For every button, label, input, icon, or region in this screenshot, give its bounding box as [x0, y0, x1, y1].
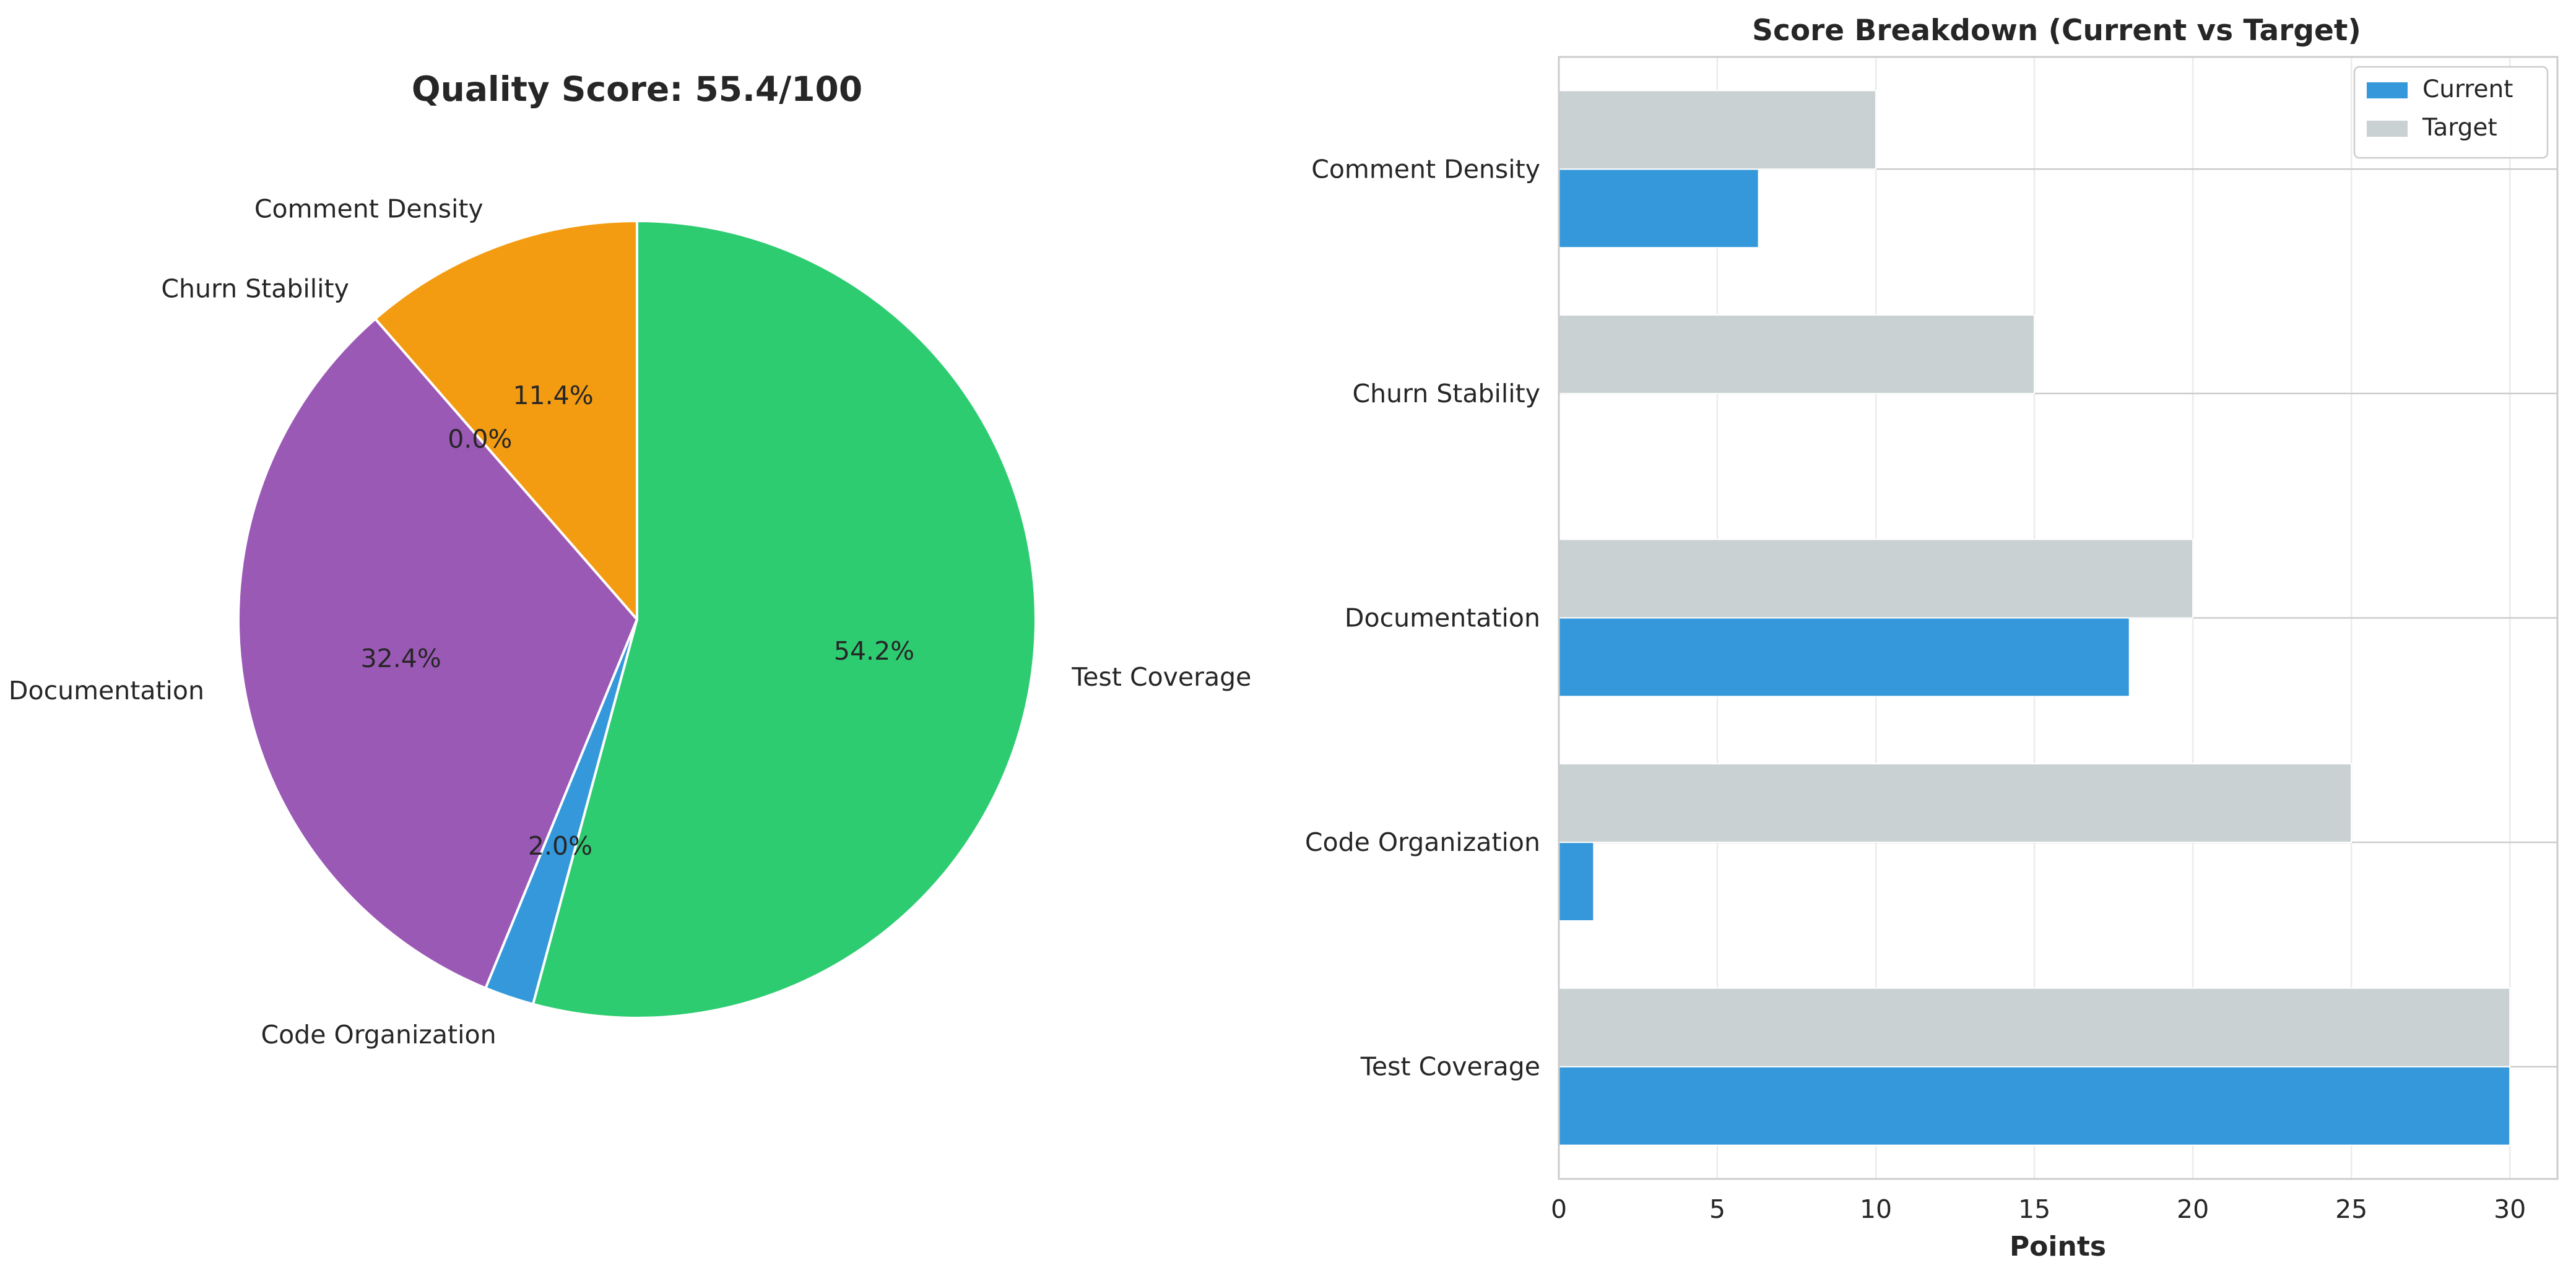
bar-current-comment-density — [1558, 168, 1759, 249]
pie-slices — [236, 220, 1037, 1019]
x-tick-label-0: 0 — [1551, 1194, 1567, 1224]
bar-target-documentation — [1558, 538, 2194, 619]
bar-bars — [1558, 90, 2511, 1146]
x-tick-label-15: 15 — [2018, 1194, 2050, 1224]
x-tick-label-5: 5 — [1709, 1194, 1725, 1224]
x-tick-label-25: 25 — [2335, 1194, 2367, 1224]
category-label-code-organization: Code Organization — [1305, 827, 1540, 857]
bar-chart: Score Breakdown (Current vs Target) 0 5 10… — [1305, 14, 2559, 1262]
pie-chart: Quality Score: 55.4/100 Comment Density 1… — [9, 69, 1251, 1050]
pie-title: Quality Score: 55.4/100 — [412, 69, 862, 109]
x-tick-label-10: 10 — [1860, 1194, 1892, 1224]
pie-labels: Comment Density 11.4% Churn Stability 0.0% D… — [9, 194, 1251, 1050]
pie-label-documentation: Documentation — [9, 676, 204, 705]
legend-label-current: Current — [2422, 75, 2513, 103]
pie-label-churn-stability: Churn Stability — [161, 274, 349, 304]
bar-x-tick-labels: 0 5 10 15 20 25 30 — [1551, 1194, 2526, 1224]
x-tick-label-30: 30 — [2494, 1194, 2526, 1224]
pie-pct-comment-density: 11.4% — [513, 381, 593, 410]
category-label-test-coverage: Test Coverage — [1360, 1052, 1540, 1082]
pie-slice-documentation — [236, 317, 638, 990]
pie-pct-test-coverage: 54.2% — [834, 636, 914, 666]
legend-swatch-target — [2367, 121, 2408, 137]
pie-slice-test-coverage — [532, 220, 1037, 1019]
bar-legend: Current Target — [2353, 66, 2549, 159]
bar-current-test-coverage — [1558, 1066, 2511, 1146]
bar-title: Score Breakdown (Current vs Target) — [1752, 14, 2361, 48]
bar-current-documentation — [1558, 617, 2130, 697]
bar-target-churn-stability — [1558, 314, 2036, 394]
pie-pct-code-organization: 2.0% — [528, 831, 592, 861]
x-tick-label-20: 20 — [2177, 1194, 2209, 1224]
bar-target-code-organization — [1558, 763, 2353, 843]
bar-category-labels: Test Coverage Code Organization Documentat… — [1305, 154, 1540, 1081]
bar-x-axis-label: Points — [2010, 1231, 2106, 1262]
pie-pct-documentation: 32.4% — [361, 644, 441, 673]
pie-pct-churn-stability: 0.0% — [448, 425, 512, 454]
pie-label-code-organization: Code Organization — [261, 1020, 496, 1050]
bar-target-comment-density — [1558, 90, 1877, 170]
legend-swatch-current — [2367, 82, 2408, 98]
category-label-comment-density: Comment Density — [1311, 154, 1540, 184]
legend-label-target: Target — [2422, 114, 2497, 142]
pie-label-comment-density: Comment Density — [254, 194, 484, 224]
pie-slice-comment-density — [374, 220, 638, 621]
bar-plot-frame — [1558, 56, 2559, 1180]
category-label-churn-stability: Churn Stability — [1352, 379, 1540, 408]
category-label-documentation: Documentation — [1345, 603, 1540, 633]
bar-target-test-coverage — [1558, 987, 2511, 1068]
bar-current-code-organization — [1558, 842, 1595, 922]
pie-label-test-coverage: Test Coverage — [1071, 662, 1251, 692]
